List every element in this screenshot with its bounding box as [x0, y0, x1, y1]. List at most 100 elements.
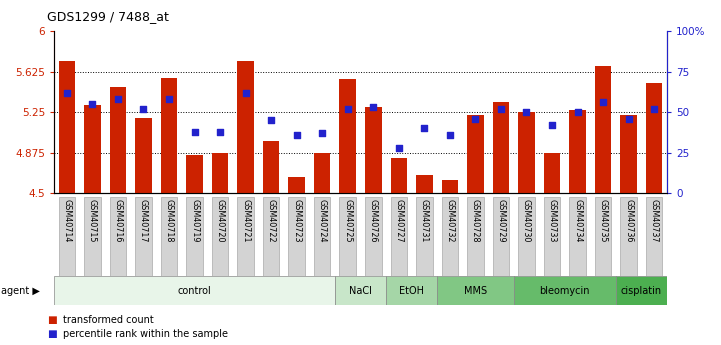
Point — [138, 106, 149, 112]
Point — [240, 90, 252, 96]
Text: EtOH: EtOH — [399, 286, 424, 296]
Text: GSM40714: GSM40714 — [62, 199, 71, 243]
Bar — [58, 197, 75, 276]
Bar — [570, 110, 586, 193]
Bar — [263, 141, 280, 193]
Bar — [288, 197, 305, 276]
Text: GSM40715: GSM40715 — [88, 199, 97, 243]
Text: GSM40723: GSM40723 — [292, 199, 301, 243]
Text: GSM40717: GSM40717 — [139, 199, 148, 243]
Point — [648, 106, 660, 112]
Bar — [518, 112, 535, 193]
Bar — [212, 197, 229, 276]
Text: bleomycin: bleomycin — [539, 286, 590, 296]
Bar — [340, 79, 356, 193]
Text: GDS1299 / 7488_at: GDS1299 / 7488_at — [47, 10, 169, 23]
Bar — [135, 118, 151, 193]
Text: GSM40724: GSM40724 — [318, 199, 327, 243]
Bar — [570, 197, 586, 276]
Text: GSM40734: GSM40734 — [573, 199, 582, 243]
Text: GSM40733: GSM40733 — [547, 199, 557, 243]
Text: GSM40730: GSM40730 — [522, 199, 531, 243]
Bar — [595, 66, 611, 193]
Bar — [544, 197, 560, 276]
Point — [469, 116, 481, 121]
Bar — [386, 276, 437, 305]
Point — [393, 145, 404, 150]
Point — [419, 126, 430, 131]
Bar — [620, 197, 637, 276]
Point — [572, 109, 583, 115]
Bar — [467, 115, 484, 193]
Bar — [288, 177, 305, 193]
Point — [317, 130, 328, 136]
Bar — [335, 276, 386, 305]
Text: percentile rank within the sample: percentile rank within the sample — [63, 329, 228, 339]
Point — [521, 109, 532, 115]
Bar — [365, 197, 381, 276]
Bar — [84, 197, 101, 276]
Text: GSM40721: GSM40721 — [241, 199, 250, 243]
Bar — [161, 78, 177, 193]
Point — [265, 117, 277, 123]
Bar — [84, 105, 101, 193]
Text: agent ▶: agent ▶ — [1, 286, 40, 296]
Text: GSM40718: GSM40718 — [164, 199, 174, 243]
Bar — [441, 180, 458, 193]
Point — [444, 132, 456, 138]
Bar — [135, 197, 151, 276]
Bar — [54, 276, 335, 305]
Bar — [314, 153, 330, 193]
Bar — [646, 197, 663, 276]
Text: GSM40719: GSM40719 — [190, 199, 199, 243]
Text: GSM40727: GSM40727 — [394, 199, 403, 243]
Point — [547, 122, 558, 128]
Point — [495, 106, 507, 112]
Bar — [518, 197, 535, 276]
Text: GSM40722: GSM40722 — [267, 199, 275, 243]
Bar — [492, 197, 509, 276]
Bar — [620, 115, 637, 193]
Text: GSM40735: GSM40735 — [598, 199, 608, 243]
Bar — [467, 197, 484, 276]
Text: GSM40732: GSM40732 — [446, 199, 454, 243]
Bar — [340, 197, 356, 276]
Bar — [616, 276, 667, 305]
Point — [189, 129, 200, 134]
Bar — [186, 155, 203, 193]
Bar — [391, 197, 407, 276]
Text: GSM40725: GSM40725 — [343, 199, 353, 243]
Text: NaCl: NaCl — [349, 286, 372, 296]
Text: GSM40716: GSM40716 — [113, 199, 123, 243]
Text: cisplatin: cisplatin — [621, 286, 662, 296]
Point — [342, 106, 353, 112]
Bar — [416, 175, 433, 193]
Bar — [186, 197, 203, 276]
Bar — [263, 197, 280, 276]
Text: GSM40736: GSM40736 — [624, 199, 633, 243]
Text: transformed count: transformed count — [63, 315, 154, 325]
Bar — [161, 197, 177, 276]
Bar — [441, 197, 458, 276]
Bar — [595, 197, 611, 276]
Bar — [492, 102, 509, 193]
Bar — [416, 197, 433, 276]
Text: GSM40737: GSM40737 — [650, 199, 659, 243]
Bar — [365, 107, 381, 193]
Point — [61, 90, 73, 96]
Point — [112, 96, 124, 102]
Point — [214, 129, 226, 134]
Text: control: control — [177, 286, 211, 296]
Point — [597, 100, 609, 105]
Text: ■: ■ — [47, 329, 57, 339]
Bar — [58, 61, 75, 193]
Point — [87, 101, 98, 107]
Bar — [437, 276, 513, 305]
Bar — [237, 197, 254, 276]
Text: GSM40728: GSM40728 — [471, 199, 480, 243]
Bar — [314, 197, 330, 276]
Text: GSM40731: GSM40731 — [420, 199, 429, 243]
Text: GSM40729: GSM40729 — [497, 199, 505, 243]
Point — [623, 116, 634, 121]
Point — [368, 105, 379, 110]
